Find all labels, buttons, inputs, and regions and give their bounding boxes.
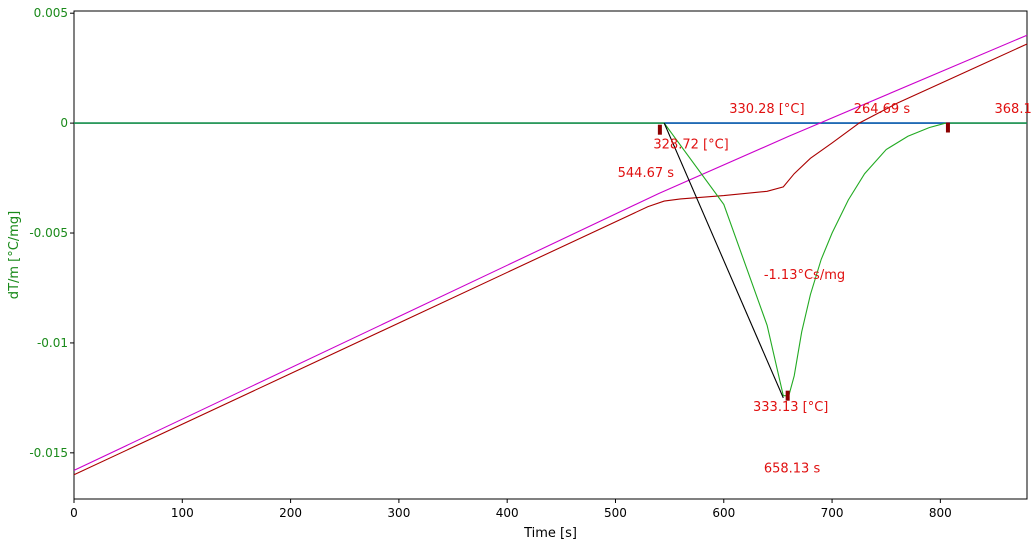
peak-marker-1 xyxy=(785,390,790,401)
annotation-3: 368.14 [°C] xyxy=(995,102,1032,117)
annotation-7: 658.13 s xyxy=(764,462,821,477)
series-line-3 xyxy=(74,122,1027,397)
markers xyxy=(657,122,950,401)
plot-frame xyxy=(73,10,1028,500)
x-tick-label-3: 300 xyxy=(387,506,410,520)
x-tick-label-4: 400 xyxy=(496,506,519,520)
y-tick-label-1: 0 xyxy=(60,116,68,130)
curves xyxy=(73,34,1028,476)
x-tick-label-5: 500 xyxy=(604,506,627,520)
y-tick-label-4: -0.015 xyxy=(29,446,68,460)
x-tick-label-2: 200 xyxy=(279,506,302,520)
series-line-4 xyxy=(663,122,784,399)
x-axis-title: Time [s] xyxy=(523,526,577,541)
peak-marker-0 xyxy=(657,124,662,135)
series-line-1 xyxy=(73,34,1028,471)
x-tick-label-1: 100 xyxy=(171,506,194,520)
x-tick-label-0: 0 xyxy=(70,506,78,520)
y-axis-title: dT/m [°C/mg] xyxy=(7,211,22,299)
annotation-6: 333.13 [°C] xyxy=(753,400,828,415)
x-tick-label-7: 700 xyxy=(821,506,844,520)
y-axis-ticks: 0.005 0 -0.005 -0.01 -0.015 xyxy=(29,6,74,460)
y-tick-label-0: 0.005 xyxy=(34,6,68,20)
peak-marker-2 xyxy=(945,122,950,133)
annotation-4: 544.67 s xyxy=(618,166,675,181)
series-line-2 xyxy=(73,43,1028,476)
y-tick-label-3: -0.01 xyxy=(37,336,68,350)
x-tick-label-6: 600 xyxy=(712,506,735,520)
annotation-0: 330.28 [°C] xyxy=(729,102,804,117)
x-tick-label-8: 800 xyxy=(929,506,952,520)
annotations: 330.28 [°C] 328.72 [°C] 264.69 s 368.14 [°C… xyxy=(618,102,1032,476)
x-axis-ticks: 0 100 200 300 400 500 600 700 800 xyxy=(70,499,952,520)
annotation-1: 328.72 [°C] xyxy=(653,137,728,152)
annotation-2: 264.69 s xyxy=(854,102,911,117)
annotation-5: -1.13°Cs/mg xyxy=(764,268,845,283)
y-tick-label-2: -0.005 xyxy=(29,226,68,240)
